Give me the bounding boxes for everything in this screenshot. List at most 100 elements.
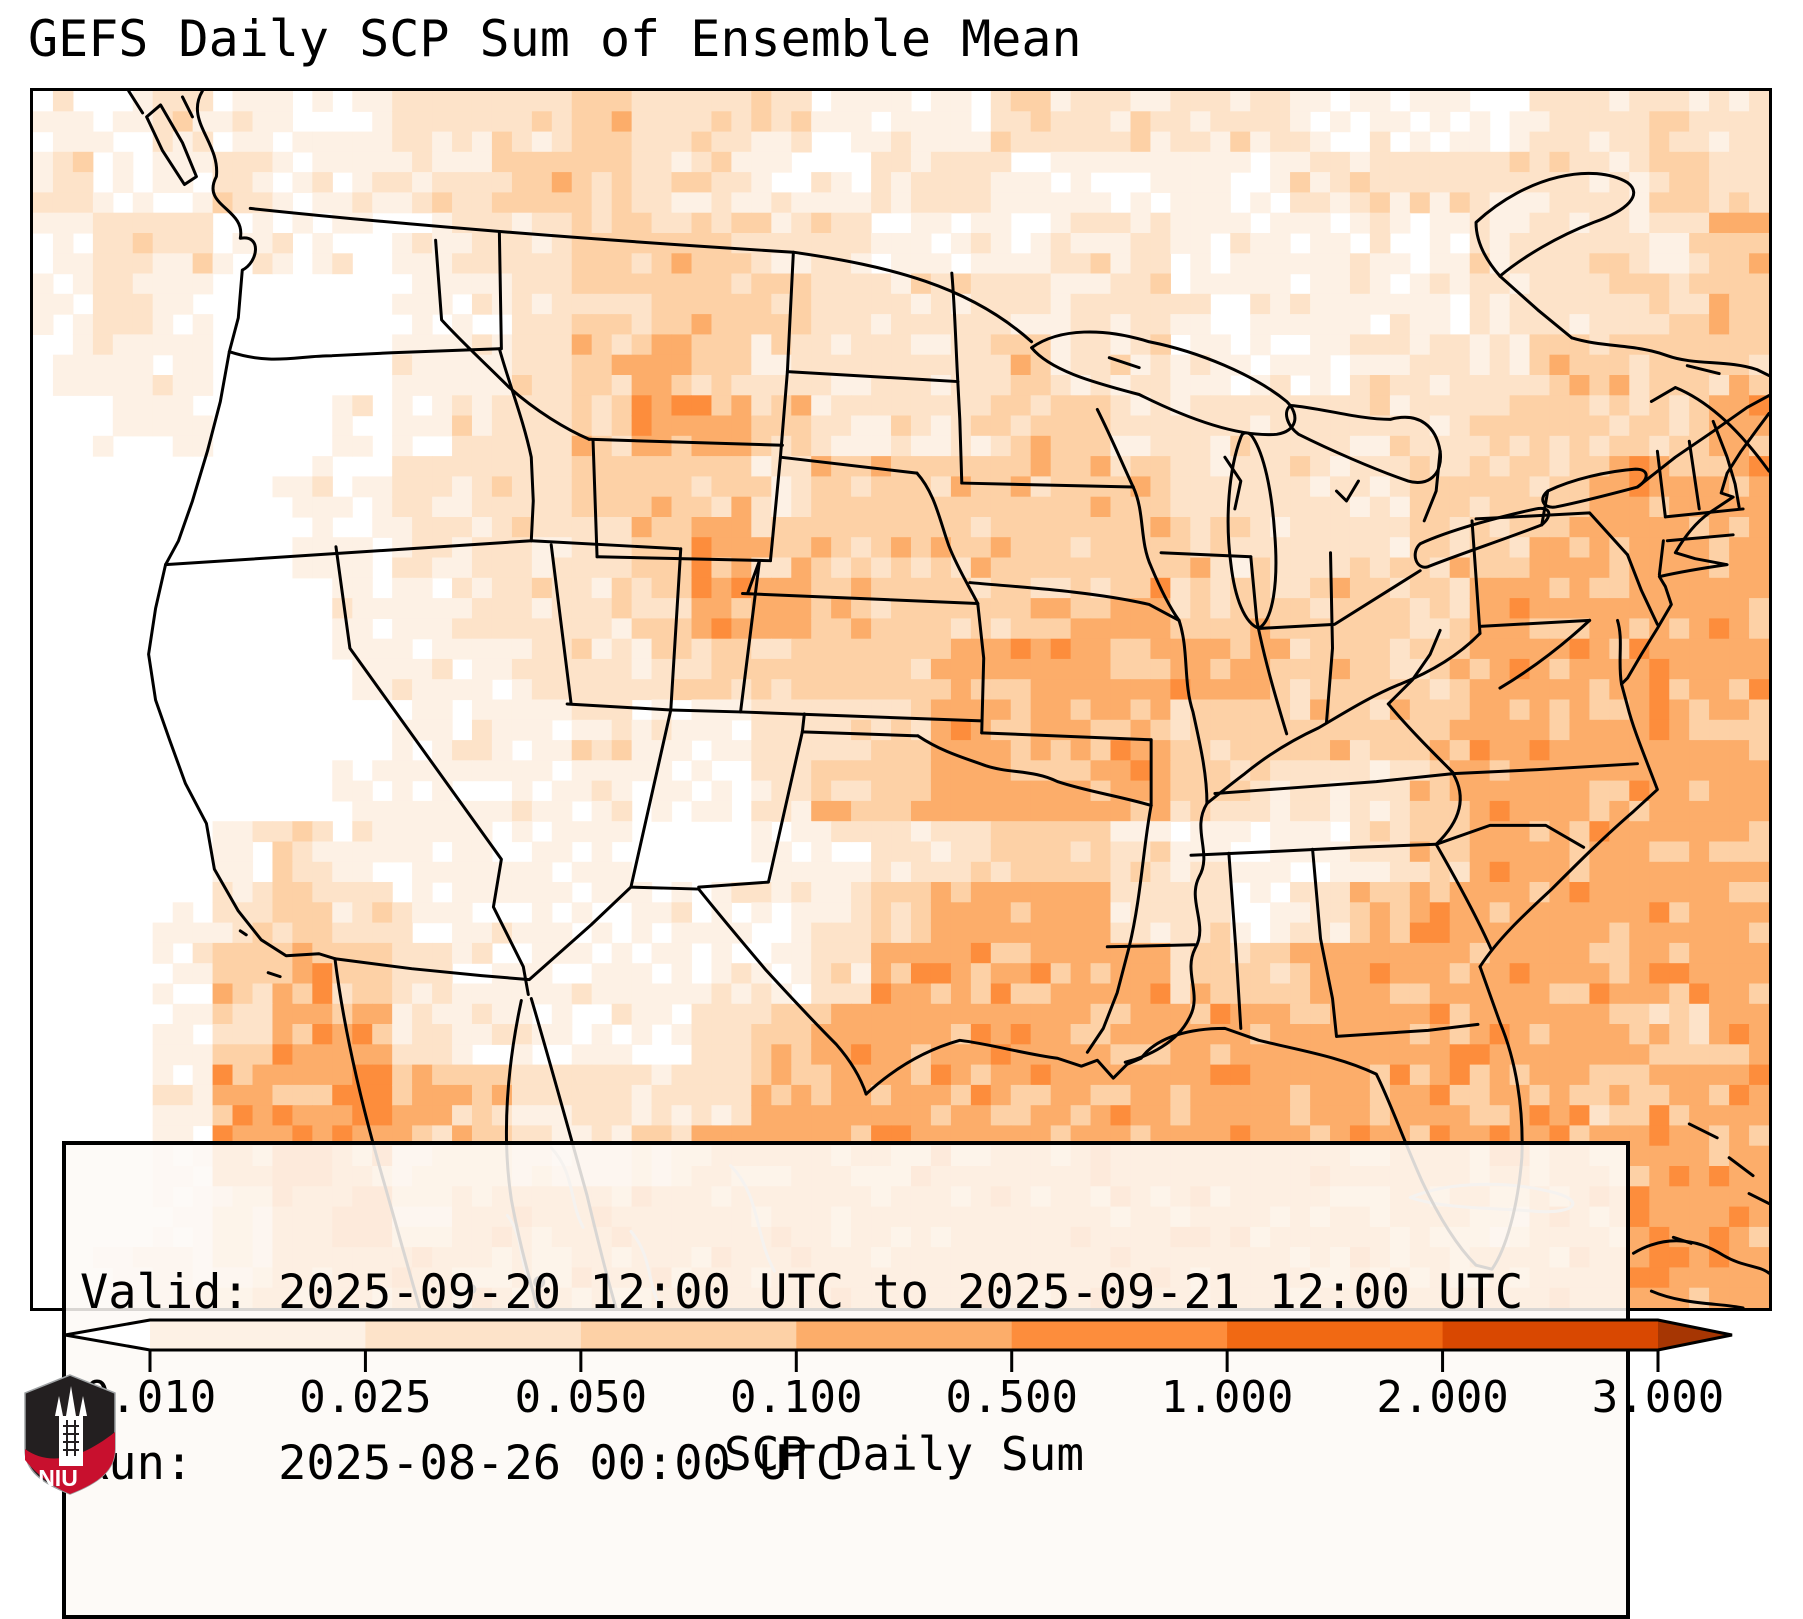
red-river-north [950,271,960,384]
mn-wi-stcroix [1095,407,1135,489]
rio-grande [697,887,868,1096]
cuba-south-coast [1649,1289,1745,1308]
nm-south-border [629,885,701,891]
detroit-river [1422,449,1442,523]
colorbar-title: SCP Daily Sum [724,1427,1084,1481]
wy-co-41n [595,555,772,563]
colorbar-segment [1011,1320,1228,1350]
ok-tx-365n [800,730,920,738]
ms-al-border [1227,851,1243,1030]
ohio-river [1205,631,1482,805]
colorbar-tick-label: 3.000 [1592,1372,1724,1423]
oh-pa-border [1470,519,1482,635]
nv-ut-border [549,543,573,706]
meridian-104w [768,250,795,563]
wy-west-border [591,439,599,559]
niu-logo-text: NIU [38,1465,78,1491]
map-canvas [33,91,1769,1308]
pa-md-border [1478,618,1592,628]
me-nh-border [1711,419,1741,509]
pacific-coastline [147,91,337,961]
mo-ks-border [976,601,986,735]
niagara-river [1540,489,1550,527]
potomac-river [1498,618,1592,690]
colorbar-tick-label: 0.050 [515,1372,647,1423]
wa-id-border [497,231,503,351]
ga-fl-border [1335,1022,1480,1038]
colorbar-segment [580,1320,797,1350]
border-37n [669,708,984,723]
or-ca-42n [164,539,533,567]
pa-ny-border [1474,511,1629,557]
mo-ar-365n [980,731,1153,742]
in-oh-border [1325,551,1335,724]
niu-tower-windows [63,1420,79,1456]
channel-islands [238,929,282,979]
mississippi-river-mid [1177,618,1209,805]
missouri-river-ne [915,471,980,605]
co-ks-102w [739,559,761,714]
ky-va-border [1386,702,1455,775]
ar-la-33n [1105,943,1197,949]
nh-vt-border [1687,439,1701,511]
ia-mo-border [968,581,1181,622]
us-mexico-border [333,885,633,982]
st-lawrence-border [1635,394,1769,489]
chesapeake-bay [1616,618,1624,686]
run-line: Run: 2025-08-26 00:00 UTC [80,1436,845,1491]
wi-il-border [1159,551,1253,559]
colorbar-under-arrow [65,1320,150,1350]
page-title: GEFS Daily SCP Sum of Ensemble Mean [28,10,1082,68]
st-lawrence-estuary [1474,171,1636,278]
id-mt-border [434,238,591,441]
colorbar-ticks [148,1350,1660,1372]
tx-nm-border [697,730,804,889]
colorbar: 0.010 0.025 0.050 0.100 0.500 1.000 2.000 3.000… [64,1318,1733,1481]
ga-sc-savannah [1434,842,1493,951]
nova-scotia [1649,386,1769,473]
mt-wy-45n [587,437,784,447]
ky-tn-border [1213,772,1455,796]
lake-superior [1030,330,1297,437]
bahamas-islands [1671,1122,1769,1245]
colorbar-tick-label: 2.000 [1376,1372,1508,1423]
sd-ne-43n [778,455,919,475]
colorbar-segment [150,1320,366,1350]
or-id-border [497,347,535,543]
delaware-river [1625,553,1659,626]
niu-logo: NIU [24,1374,116,1495]
bc-island [145,103,198,187]
colorbar-tick-labels: 0.010 0.025 0.050 0.100 0.500 1.000 2.000 3.000 [84,1372,1724,1423]
colorbar-tick-label: 0.500 [945,1372,1077,1423]
ca-nv-border [334,545,530,997]
columbia-river-border [227,347,501,361]
green-bay [1223,455,1243,511]
colorbar-segment [365,1320,582,1350]
colorbar-tick-label: 1.000 [1161,1372,1293,1423]
id-south-42n [529,539,681,551]
nc-sc-border [1434,823,1586,849]
mississippi-river-upper [1131,485,1181,622]
al-ga-border [1311,847,1338,1038]
vt-ny-border [1655,449,1667,519]
ia-mn-border [960,481,1135,489]
mi-in-oh-north [1259,569,1422,630]
ct-ma-border [1665,533,1735,543]
az-nm-border [629,708,673,889]
colorbar-segment [1227,1320,1443,1350]
va-nc-border [1451,762,1639,776]
wv-wedge [1386,628,1442,706]
il-in-wabash [1249,555,1289,736]
prince-edward-island [1685,364,1721,376]
colorbar-segment [796,1320,1013,1350]
tn-nc-border [1434,772,1462,846]
colorbar-tick-label: 0.025 [299,1372,431,1423]
saginaw-bay [1335,479,1360,503]
cuba-north-coast [1631,1239,1769,1275]
valid-line: Valid: 2025-09-20 12:00 UTC to 2025-09-2… [80,1265,1524,1320]
maritimes-coast [1570,336,1769,378]
weather-map: Valid: 2025-09-20 12:00 UTC to 2025-09-2… [30,88,1772,1619]
colorbar-tick-label: 0.100 [730,1372,862,1423]
lake-michigan [1226,431,1278,630]
tn-south-35n [1189,842,1438,857]
